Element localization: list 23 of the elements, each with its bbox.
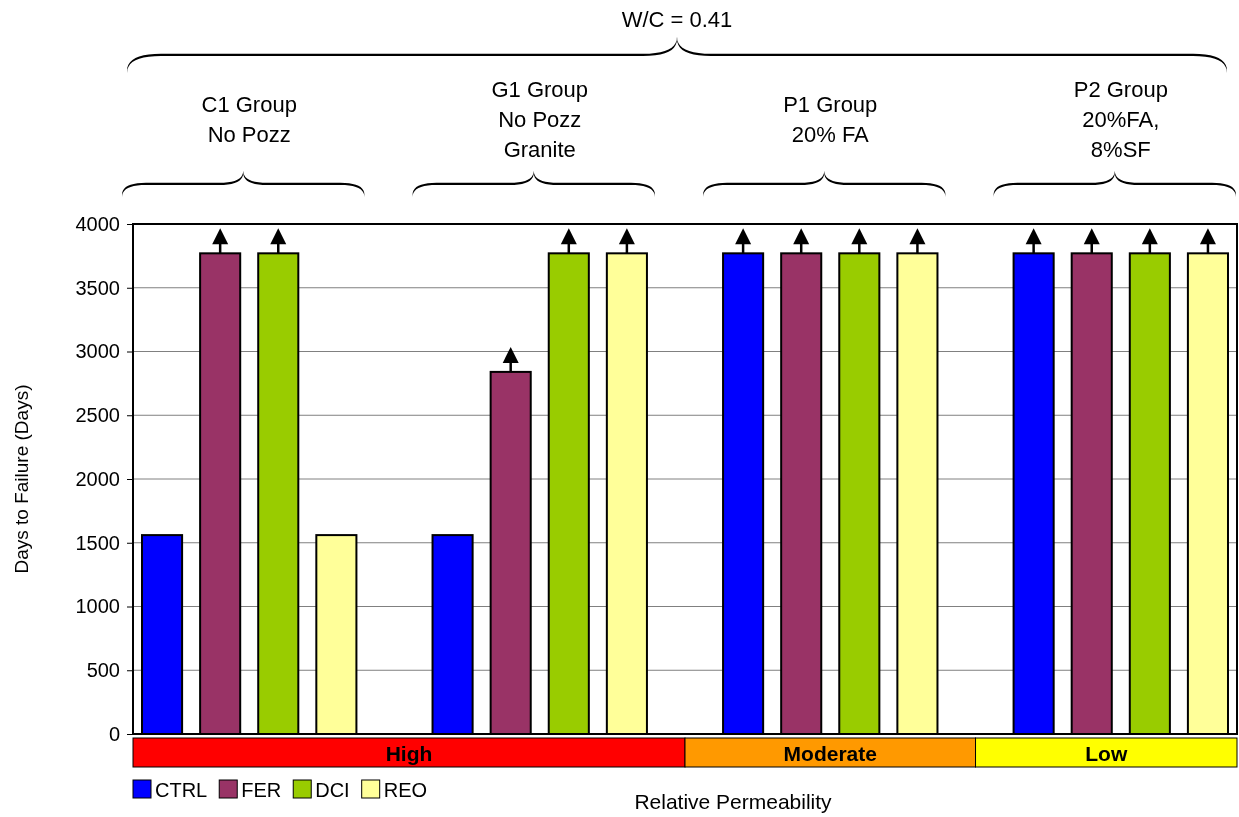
legend-label: REO: [383, 779, 428, 801]
y-tick-label: 1500: [75, 531, 120, 554]
legend-label: DCI: [315, 779, 350, 801]
y-tick-label: 3000: [75, 340, 120, 363]
text: Moderate: [783, 742, 877, 765]
y-axis-title: Days to Failure (Days): [11, 384, 32, 574]
legend-label: FER: [241, 779, 282, 801]
x-tick-label: P1 Group 20% FA: [783, 92, 878, 147]
y-tick-label: 3500: [75, 276, 120, 299]
y-tick-label: 4000: [75, 212, 120, 235]
chart-title: W/C = 0.41: [621, 7, 733, 32]
text: Low: [1085, 742, 1128, 765]
y-tick-label: 500: [86, 659, 120, 682]
x-tick-label: P2 Group 20%FA, 8%SF: [1073, 77, 1168, 162]
x-tick-label: C1 Group No Pozz: [201, 92, 297, 147]
y-tick-label: 2000: [75, 467, 120, 490]
x-axis-title: Relative Permeability: [634, 790, 833, 813]
y-tick-label: 0: [108, 722, 120, 745]
text: High: [385, 742, 433, 765]
x-tick-label: G1 Group No Pozz Granite: [491, 77, 589, 162]
legend-label: CTRL: [155, 779, 208, 801]
y-tick-label: 2500: [75, 404, 120, 427]
y-tick-label: 1000: [75, 595, 120, 618]
